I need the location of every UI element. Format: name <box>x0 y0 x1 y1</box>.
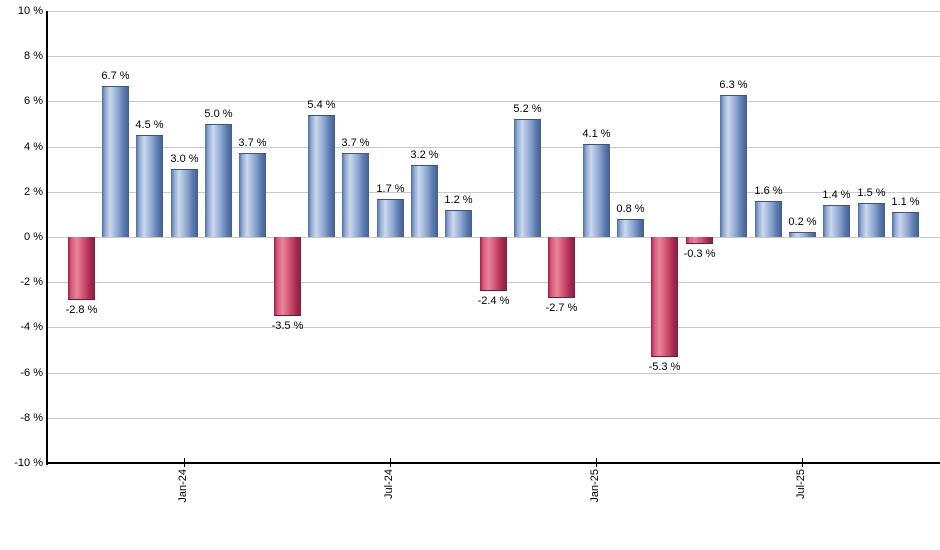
positive-bar <box>308 115 335 237</box>
positive-bar <box>445 210 472 237</box>
positive-bar <box>342 153 369 237</box>
bar-value-label: -2.8 % <box>65 304 98 316</box>
positive-bar <box>720 95 747 237</box>
bar-value-label: 5.0 % <box>204 108 233 120</box>
negative-bar <box>686 237 713 244</box>
y-axis-tick-label: 10 % <box>17 5 43 17</box>
bar-value-label: 3.2 % <box>410 149 439 161</box>
bar-value-label: 0.2 % <box>788 216 817 228</box>
positive-bar <box>617 219 644 237</box>
negative-bar <box>480 237 507 291</box>
positive-bar <box>789 232 816 237</box>
negative-bar <box>548 237 575 298</box>
bar-value-label: 5.4 % <box>307 99 336 111</box>
x-axis-tick-label: Jul-24 <box>383 469 395 499</box>
bar-value-label: 4.1 % <box>582 128 611 140</box>
y-gridline <box>48 11 940 12</box>
y-axis-tick-label: -10 % <box>14 457 43 469</box>
bar-value-label: -3.5 % <box>271 320 304 332</box>
y-gridline <box>48 147 940 148</box>
y-axis-tick-label: -4 % <box>20 321 43 333</box>
bar-value-label: 6.3 % <box>719 79 748 91</box>
positive-bar <box>377 199 404 237</box>
bar-value-label: 1.6 % <box>754 185 783 197</box>
bar-value-label: 1.1 % <box>891 196 920 208</box>
positive-bar <box>239 153 266 237</box>
bar-value-label: -2.7 % <box>545 302 578 314</box>
bar-value-label: 4.5 % <box>135 119 164 131</box>
positive-bar <box>205 124 232 237</box>
y-axis-tick-label: -2 % <box>20 276 43 288</box>
y-axis-tick-label: 8 % <box>24 50 43 62</box>
negative-bar <box>68 237 95 300</box>
bar-value-label: 3.0 % <box>170 153 199 165</box>
y-axis-line <box>46 11 48 465</box>
x-axis-tick-label: Jan-24 <box>177 469 189 503</box>
x-axis-tick-label: Jul-25 <box>795 469 807 499</box>
y-gridline <box>48 192 940 193</box>
bar-value-label: 1.4 % <box>822 189 851 201</box>
y-axis-tick-label: 0 % <box>24 231 43 243</box>
y-gridline <box>48 418 940 419</box>
positive-bar <box>514 119 541 237</box>
positive-bar <box>411 165 438 237</box>
y-axis-tick-label: 6 % <box>24 95 43 107</box>
x-axis-tick <box>184 458 185 467</box>
bar-value-label: 1.2 % <box>444 194 473 206</box>
bar-value-label: 6.7 % <box>101 70 130 82</box>
bar-value-label: -5.3 % <box>648 361 681 373</box>
y-gridline <box>48 373 940 374</box>
bar-value-label: 3.7 % <box>238 137 267 149</box>
positive-bar <box>136 135 163 237</box>
bar-value-label: 1.5 % <box>857 187 886 199</box>
bar-value-label: -2.4 % <box>477 295 510 307</box>
y-axis-tick-label: 2 % <box>24 186 43 198</box>
x-axis-tick <box>802 458 803 467</box>
y-gridline <box>48 327 940 328</box>
bar-value-label: 3.7 % <box>341 137 370 149</box>
x-axis-tick-label: Jan-25 <box>589 469 601 503</box>
bar-value-label: 5.2 % <box>513 103 542 115</box>
negative-bar <box>651 237 678 357</box>
bar-value-label: 1.7 % <box>376 183 405 195</box>
positive-bar <box>583 144 610 237</box>
bar-value-label: -0.3 % <box>683 248 716 260</box>
y-axis-tick-label: 4 % <box>24 141 43 153</box>
x-axis-tick <box>390 458 391 467</box>
bar-value-label: 0.8 % <box>616 203 645 215</box>
positive-bar <box>102 86 129 237</box>
y-gridline <box>48 56 940 57</box>
x-axis-tick <box>596 458 597 467</box>
negative-bar <box>274 237 301 316</box>
positive-bar <box>171 169 198 237</box>
positive-bar <box>858 203 885 237</box>
y-gridline <box>48 101 940 102</box>
positive-bar <box>892 212 919 237</box>
y-axis-tick-label: -8 % <box>20 412 43 424</box>
positive-bar <box>823 205 850 237</box>
y-axis-tick-label: -6 % <box>20 367 43 379</box>
positive-bar <box>755 201 782 237</box>
x-axis-line <box>46 462 940 464</box>
